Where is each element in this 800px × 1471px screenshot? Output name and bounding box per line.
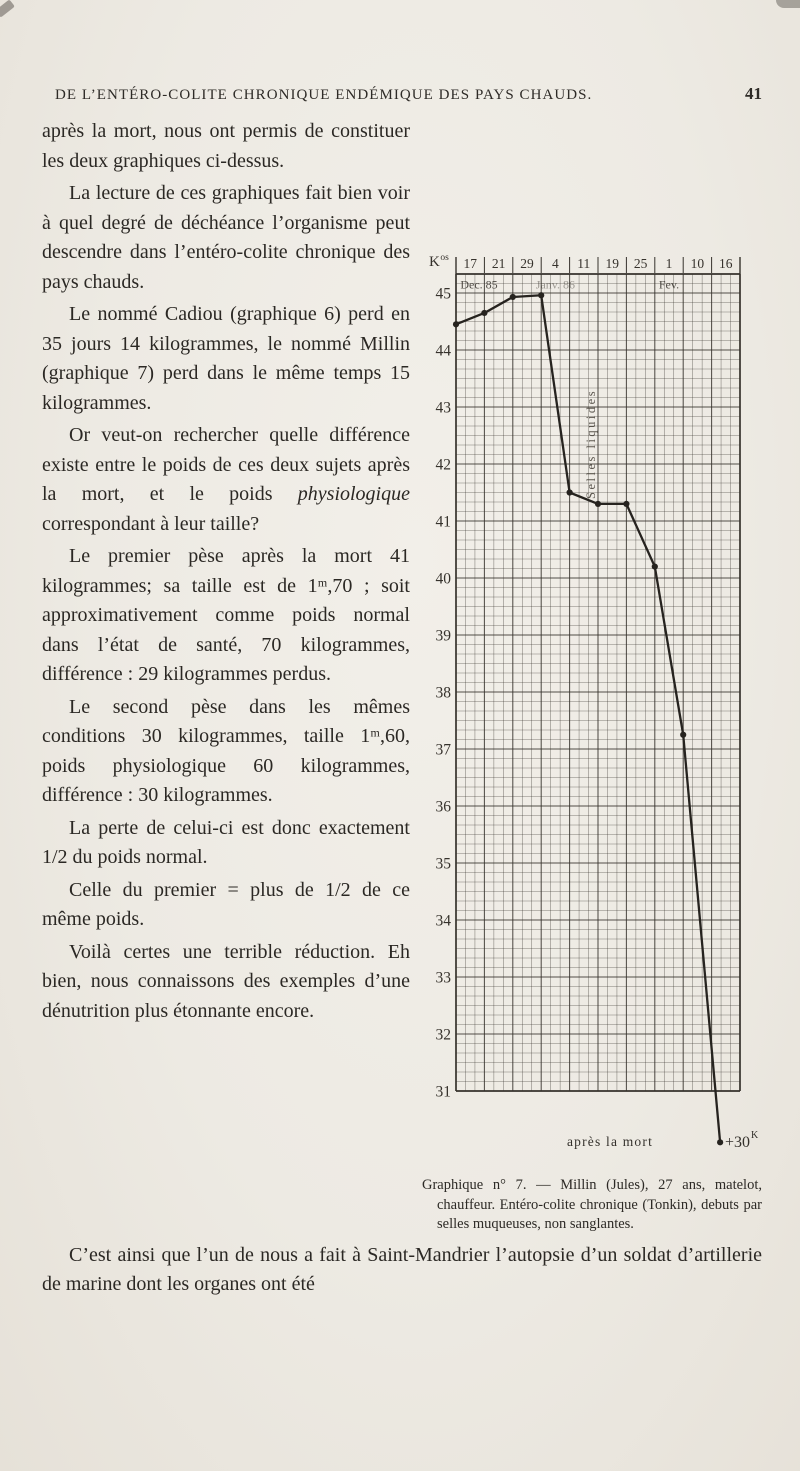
data-point <box>509 293 516 301</box>
x-tick-label: 16 <box>719 256 733 271</box>
paragraph: Or veut-on rechercher quelle différence … <box>42 421 762 539</box>
data-point <box>452 321 460 328</box>
page-header: DE L’ENTÉRO-COLITE CHRONIQUE ENDÉMIQUE D… <box>42 84 762 104</box>
data-point <box>680 731 687 738</box>
grid <box>455 273 741 1092</box>
weight-chart-figure: 17 21 29 4 11 19 25 1 10 16 Dec. 85 Janv. 86 Fev. 45 4… <box>422 213 762 1235</box>
page-number: 41 <box>745 84 762 103</box>
month-label: Fev. <box>659 278 679 292</box>
paragraph: Voilà certes une terrible réduction. Eh … <box>42 940 410 1022</box>
y-tick-label: 42 <box>436 457 452 474</box>
paragraph: Celle du premier = plus de 1/2 de ce mêm… <box>42 878 410 931</box>
month-label: Dec. 85 <box>460 278 497 292</box>
x-tick-label: 29 <box>520 256 534 271</box>
paragraph: après la mort, nous ont permis de consti… <box>42 120 410 172</box>
x-tick-label: 21 <box>492 256 506 271</box>
paragraph-text: correspondant à leur taille? <box>42 512 260 535</box>
data-point <box>594 500 602 507</box>
y-axis-unit: Kos <box>429 253 449 270</box>
page-body: 17 21 29 4 11 19 25 1 10 16 Dec. 85 Janv. 86 Fev. 45 4… <box>42 117 762 1300</box>
data-point <box>623 500 630 507</box>
y-tick-label: 38 <box>436 685 452 702</box>
paragraph: Le second pèse dans les mêmes conditions… <box>42 695 410 807</box>
y-tick-label: 34 <box>436 913 452 930</box>
weight-line <box>452 292 724 1146</box>
y-tick-label: 40 <box>436 571 452 588</box>
y-tick-label: 35 <box>436 856 452 873</box>
x-tick-label: 11 <box>577 256 590 271</box>
final-weight-label: +30K <box>725 1130 759 1151</box>
after-death-label: après la mort <box>567 1134 653 1149</box>
y-axis-labels: 45 44 43 42 41 40 39 38 37 36 35 34 33 32 31 Kos <box>429 253 451 1101</box>
data-point <box>538 292 545 299</box>
scan-artifact <box>776 0 800 8</box>
chart-caption: Graphique n° 7. — Millin (Jules), 27 ans… <box>422 1177 762 1232</box>
italic-term: physiologique <box>297 483 410 505</box>
data-point <box>481 309 488 317</box>
x-tick-label: 4 <box>552 256 559 271</box>
curve-annotation: Selles liquides <box>584 389 598 499</box>
y-tick-label: 39 <box>436 628 452 645</box>
x-tick-label: 10 <box>691 256 705 271</box>
x-tick-label: 17 <box>463 256 477 271</box>
x-tick-label: 25 <box>634 256 648 271</box>
y-tick-label: 45 <box>436 286 452 303</box>
y-tick-label: 33 <box>436 970 452 987</box>
x-tick-label: 19 <box>605 256 619 271</box>
y-tick-label: 36 <box>436 799 452 816</box>
y-tick-label: 41 <box>436 514 452 531</box>
y-tick-label: 44 <box>436 343 452 360</box>
annotations: Selles liquides après la mort +30K <box>567 389 759 1151</box>
month-label: Janv. 86 <box>536 278 575 292</box>
y-tick-label: 32 <box>436 1027 452 1044</box>
scan-artifact <box>0 0 15 18</box>
paragraph: Le nommé Cadiou (graphique 6) perd en 35… <box>42 303 410 414</box>
paragraph: La perte de celui-ci est donc exactement… <box>42 816 410 869</box>
paragraph: C’est ainsi que l’un de nous a fait à Sa… <box>42 1243 762 1296</box>
data-point <box>651 563 658 570</box>
y-tick-label: 31 <box>436 1084 452 1101</box>
running-title: DE L’ENTÉRO-COLITE CHRONIQUE ENDÉMIQUE D… <box>55 87 593 103</box>
data-point <box>717 1139 724 1146</box>
y-tick-label: 37 <box>436 742 452 759</box>
x-tick-label: 1 <box>666 256 673 271</box>
x-axis-labels: 17 21 29 4 11 19 25 1 10 16 Dec. 85 Janv. 86 Fev. <box>455 256 741 292</box>
y-tick-label: 43 <box>436 400 452 417</box>
paragraph-text: Or veut-on rechercher quelle différence … <box>42 424 410 505</box>
data-point <box>566 489 573 496</box>
paragraph: Le premier pèse après la mort 41 kilogra… <box>42 545 410 685</box>
paragraph: La lecture de ces graphiques fait bien v… <box>42 182 410 293</box>
